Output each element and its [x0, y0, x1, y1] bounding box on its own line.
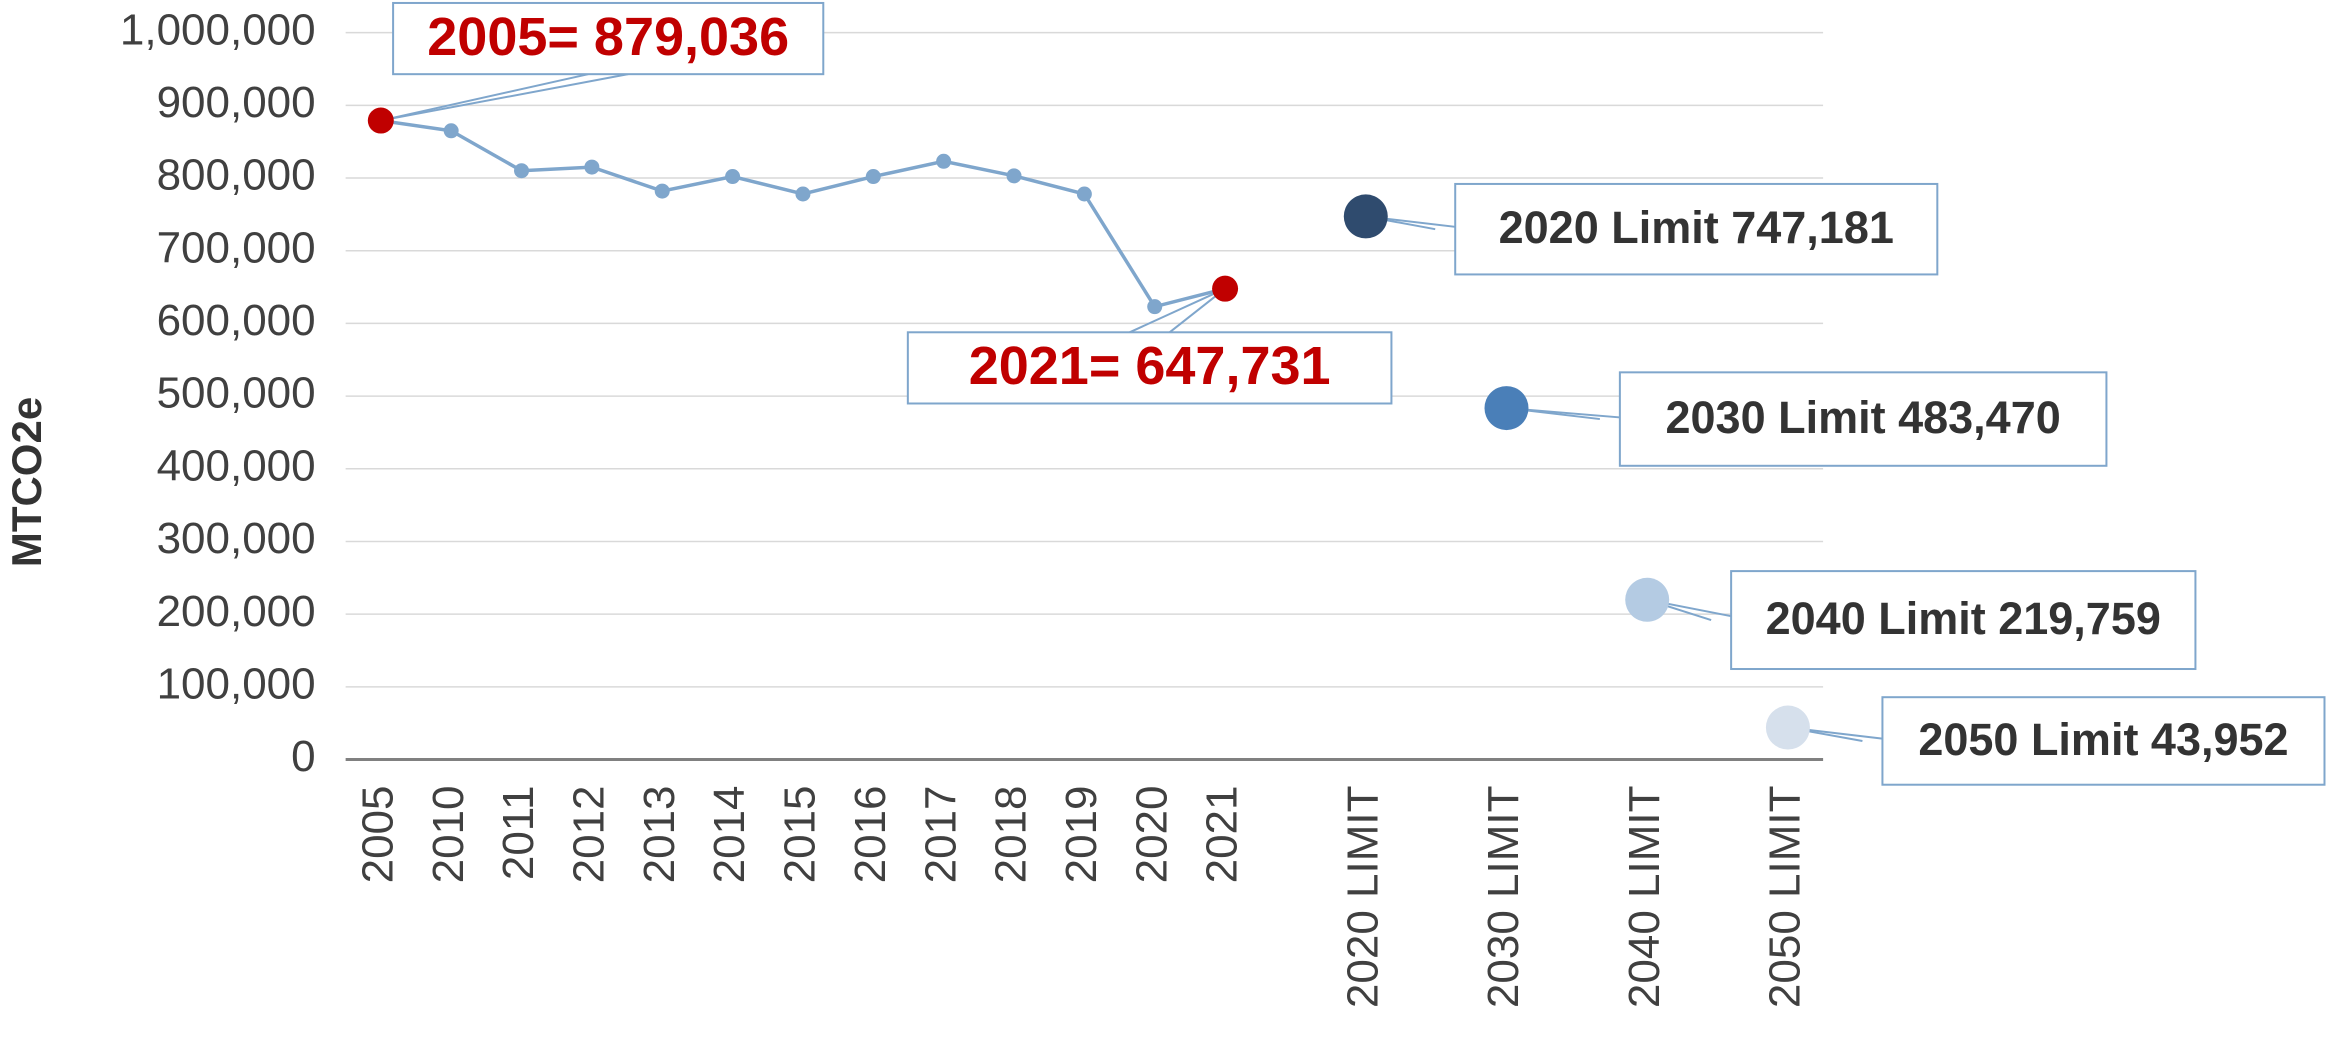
y-tick-label: 200,000	[157, 587, 316, 636]
point	[865, 169, 881, 185]
point	[584, 159, 600, 175]
y-tick-label: 600,000	[157, 296, 316, 345]
label-box	[906, 331, 1393, 405]
point	[1625, 577, 1670, 622]
y-tick-label: 900,000	[157, 78, 316, 127]
point	[367, 107, 394, 134]
x-tick-label: 2018	[987, 786, 1036, 884]
x-tick-label: 2005	[353, 786, 402, 884]
x-tick-label: 2019	[1057, 786, 1106, 884]
y-tick-label: 100,000	[157, 659, 316, 708]
x-tick-label: 2017	[916, 786, 965, 884]
label-box	[1730, 570, 2197, 671]
x-tick-label: 2040 LIMIT	[1620, 786, 1669, 1009]
y-axis-label: MTCO2e	[3, 397, 50, 567]
label-box	[392, 1, 825, 76]
data-label: 2030 Limit 483,470	[1666, 392, 2061, 443]
point	[1212, 275, 1239, 302]
point	[1484, 386, 1529, 431]
x-tick-label: 2012	[565, 786, 614, 884]
point	[1147, 299, 1163, 315]
line	[380, 118, 1226, 309]
leader-line	[380, 73, 589, 122]
y-tick-label: 400,000	[157, 441, 316, 490]
x-tick-label: 2014	[705, 786, 754, 884]
x-tick-label: 2015	[776, 786, 825, 884]
point	[514, 163, 530, 179]
point	[443, 123, 459, 139]
leader-line	[380, 73, 629, 122]
point	[654, 183, 670, 199]
label-box	[1454, 182, 1939, 276]
x-tick-label: 2011	[494, 786, 543, 881]
y-tick-label: 800,000	[157, 151, 316, 200]
x-tick-label: 2050 LIMIT	[1761, 786, 1810, 1009]
x-tick-label: 2010	[424, 786, 473, 884]
data-label: 2050 Limit 43,952	[1918, 714, 2288, 765]
leader-line	[1129, 287, 1226, 334]
point	[725, 169, 741, 185]
point	[1343, 194, 1388, 239]
x-tick-label: 2016	[846, 786, 895, 884]
point	[1765, 705, 1810, 750]
x-tick-label: 2030 LIMIT	[1479, 786, 1528, 1009]
y-tick-label: 0	[291, 732, 315, 781]
point	[936, 153, 952, 169]
x-tick-label: 2020	[1127, 786, 1176, 884]
leader-line	[1506, 407, 1640, 421]
data-label: 2021= 647,731	[969, 336, 1331, 396]
y-tick-label: 500,000	[157, 369, 316, 418]
data-label: 2005= 879,036	[427, 7, 789, 67]
y-tick-label: 300,000	[157, 514, 316, 563]
x-tick-label: 2021	[1198, 786, 1247, 884]
data-label: 2040 Limit 219,759	[1766, 593, 2161, 644]
data-label: 2020 Limit 747,181	[1499, 202, 1894, 253]
point	[1076, 186, 1092, 202]
point	[795, 186, 811, 202]
label-box	[1618, 371, 2108, 467]
x-tick-label: 2013	[635, 786, 684, 884]
x-tick-label: 2020 LIMIT	[1338, 786, 1387, 1009]
y-tick-label: 1,000,000	[120, 5, 316, 54]
point	[1006, 168, 1022, 184]
label-box	[1881, 696, 2326, 786]
y-tick-label: 700,000	[157, 223, 316, 272]
